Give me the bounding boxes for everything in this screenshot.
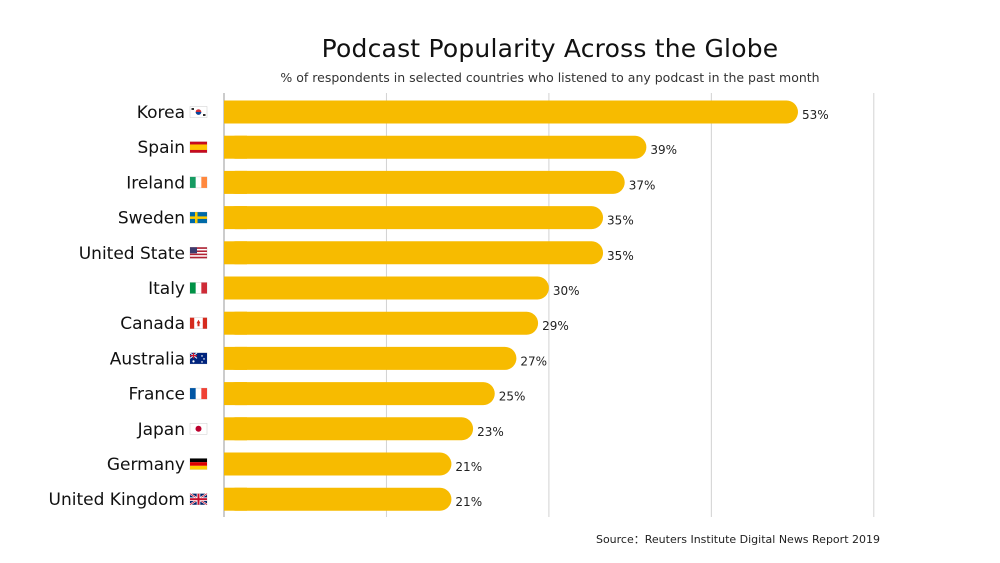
value-label: 23%: [477, 425, 504, 439]
category-label: United State: [79, 244, 185, 264]
category-label: Korea: [137, 103, 185, 123]
bar: [224, 276, 549, 300]
usa-flag-icon: [189, 247, 208, 259]
value-label: 30%: [553, 284, 580, 298]
canada-flag-icon: [189, 317, 208, 329]
bar-left-edge: [224, 170, 247, 194]
value-label: 53%: [802, 108, 829, 122]
value-label: 21%: [455, 460, 482, 474]
bar-left-edge: [224, 311, 247, 335]
value-label: 29%: [542, 319, 569, 333]
chart-title: Podcast Popularity Across the Globe: [321, 34, 779, 63]
bar-left-edge: [224, 276, 247, 300]
bar-left-edge: [224, 417, 247, 441]
category-label: Sweden: [118, 209, 185, 229]
bar-left-edge: [224, 135, 247, 159]
chart-subtitle: % of respondents in selected countries w…: [280, 70, 820, 85]
spain-flag-icon: [189, 141, 208, 153]
bar-left-edge: [224, 206, 247, 230]
uk-flag-icon: [189, 492, 208, 506]
bar-left-edge: [224, 382, 247, 406]
bar: [224, 311, 539, 335]
south-korea-flag-icon: [189, 106, 208, 118]
category-label: Italy: [148, 279, 185, 299]
category-label: United Kingdom: [49, 490, 185, 510]
bar: [224, 417, 474, 441]
bar-left-edge: [224, 241, 247, 265]
value-label: 25%: [499, 390, 526, 404]
value-label: 27%: [520, 354, 547, 368]
value-label: 39%: [650, 143, 677, 157]
value-label: 37%: [629, 178, 656, 192]
bar: [224, 346, 517, 370]
sweden-flag-icon: [189, 211, 208, 224]
category-label: Canada: [120, 314, 185, 334]
bar-left-edge: [224, 452, 247, 476]
category-label: Germany: [107, 455, 185, 475]
bar-left-edge: [224, 346, 247, 370]
australia-flag-icon: [189, 352, 208, 365]
france-flag-icon: [189, 387, 208, 400]
category-label: France: [128, 385, 185, 405]
bar: [224, 100, 798, 124]
bar: [224, 487, 452, 511]
source-note: Source：Reuters Institute Digital News Re…: [595, 533, 880, 546]
bar: [224, 382, 495, 406]
category-label: Australia: [110, 349, 185, 369]
bar-left-edge: [224, 100, 247, 124]
italy-flag-icon: [189, 282, 208, 294]
category-label: Japan: [137, 420, 185, 440]
bar: [224, 206, 604, 230]
bar: [224, 241, 604, 265]
ireland-flag-icon: [189, 176, 208, 189]
bar: [224, 170, 625, 194]
value-label: 35%: [607, 249, 634, 263]
category-label: Spain: [138, 138, 186, 158]
value-label: 35%: [607, 214, 634, 228]
bar: [224, 452, 452, 476]
category-label: Ireland: [126, 173, 185, 193]
bar-left-edge: [224, 487, 247, 511]
value-label: 21%: [455, 495, 482, 509]
japan-flag-icon: [189, 423, 208, 435]
bar: [224, 135, 647, 159]
germany-flag-icon: [189, 458, 208, 470]
